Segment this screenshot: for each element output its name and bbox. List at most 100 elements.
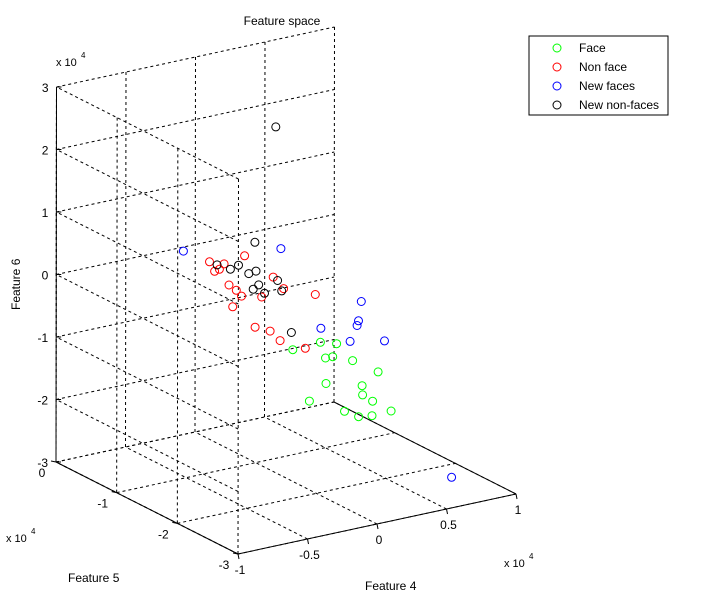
data-point <box>228 302 238 312</box>
grid-line-floor-x <box>194 431 378 525</box>
z-tick-label: -2 <box>37 394 48 408</box>
legend-marker <box>552 43 562 53</box>
data-point <box>358 390 368 400</box>
data-point <box>224 280 234 290</box>
grid-line-side-z <box>56 211 239 305</box>
legend-box <box>528 35 669 116</box>
data-point <box>373 367 383 377</box>
grid-line-side-z <box>55 399 239 492</box>
legend-label: Face <box>579 41 606 55</box>
legend-label: New non-faces <box>579 98 659 112</box>
y-tick-label: 0 <box>39 466 46 480</box>
legend-marker <box>552 100 562 110</box>
data-point <box>321 379 331 388</box>
data-point <box>356 297 366 306</box>
floor-right-edge <box>333 401 517 495</box>
y-axis-multiplier: x 10 4 <box>6 527 36 545</box>
x-tick-mark <box>307 538 309 545</box>
data-point <box>354 412 364 422</box>
data-point <box>240 251 250 261</box>
x-tick-mark <box>237 553 240 560</box>
data-point <box>357 381 367 391</box>
y-tick-mark <box>111 491 117 494</box>
grid-line-side-z <box>56 274 239 367</box>
x-axis-label: Feature 4 <box>365 579 417 593</box>
legend-label: New faces <box>579 79 635 93</box>
data-point <box>178 246 188 256</box>
grid-line-floor-x <box>264 416 447 510</box>
data-point <box>205 257 214 267</box>
grid-line-side-y <box>116 117 118 493</box>
z-axis-label: Feature 6 <box>9 258 23 310</box>
data-point <box>273 276 283 285</box>
x-tick-label: 0 <box>376 533 383 547</box>
data-point <box>219 259 229 269</box>
x-tick-label: 1 <box>515 503 522 517</box>
series-non-face <box>205 251 320 353</box>
x-tick-mark <box>376 523 379 530</box>
x-tick-label: -1 <box>235 563 246 577</box>
data-point <box>250 237 260 247</box>
y-tick-mark <box>232 552 239 555</box>
z-multiplier-exponent: 4 <box>81 51 86 60</box>
series-new-non-faces <box>212 122 296 337</box>
z-tick-label: -3 <box>37 456 48 470</box>
z-tick-label: 0 <box>42 269 49 283</box>
series-new-faces <box>178 244 457 482</box>
data-point <box>225 264 235 274</box>
data-points <box>178 122 457 482</box>
data-point <box>277 286 287 296</box>
data-point <box>276 244 286 254</box>
grid-line-back-x <box>194 56 196 433</box>
z-tick-label: -1 <box>37 331 48 345</box>
data-point <box>345 336 355 346</box>
x-multiplier-exponent: 4 <box>529 552 534 561</box>
z-multiplier-base: x 10 <box>56 57 77 69</box>
y-tick-label: -2 <box>158 527 169 541</box>
x-tick-label: 0.5 <box>440 518 457 532</box>
legend: Face Non face New faces New non-faces <box>528 35 669 116</box>
data-point <box>251 266 261 276</box>
data-point <box>234 260 243 270</box>
data-point <box>237 291 246 301</box>
z-tick-label: 2 <box>42 144 49 158</box>
data-point <box>386 406 396 416</box>
z-axis-multiplier: x 10 4 <box>56 51 86 69</box>
grid-line-side-z <box>56 149 239 242</box>
data-point <box>354 316 363 326</box>
y-axis-line <box>55 461 239 555</box>
data-point <box>265 326 275 336</box>
chart-title: Feature space <box>244 14 321 28</box>
data-point <box>368 396 378 406</box>
data-point <box>212 260 222 270</box>
data-point <box>260 288 269 298</box>
data-point <box>315 337 325 347</box>
legend-marker <box>552 81 562 91</box>
grid-line-back-x <box>264 41 266 418</box>
data-point <box>310 290 320 299</box>
grid-line-floor-x <box>125 446 308 540</box>
y-axis-label: Feature 5 <box>68 571 120 585</box>
data-point <box>214 264 224 274</box>
data-point <box>231 285 241 295</box>
y-tick-mark <box>50 460 57 463</box>
data-point <box>321 353 330 363</box>
x-tick-mark <box>446 508 448 515</box>
data-point <box>300 343 310 353</box>
data-point <box>340 406 349 416</box>
x-axis-multiplier: x 10 4 <box>504 552 534 570</box>
y-tick-label: -3 <box>219 558 230 572</box>
data-point <box>447 472 457 482</box>
data-point <box>367 411 377 421</box>
y-multiplier-base: x 10 <box>6 533 27 545</box>
y-multiplier-exponent: 4 <box>31 527 36 536</box>
data-point <box>332 339 342 349</box>
grid-line-back-x <box>125 71 127 448</box>
x-tick-label: -0.5 <box>299 548 320 562</box>
data-point <box>248 284 258 294</box>
data-point <box>288 345 298 355</box>
legend-marker <box>552 62 562 72</box>
data-point <box>328 352 338 362</box>
